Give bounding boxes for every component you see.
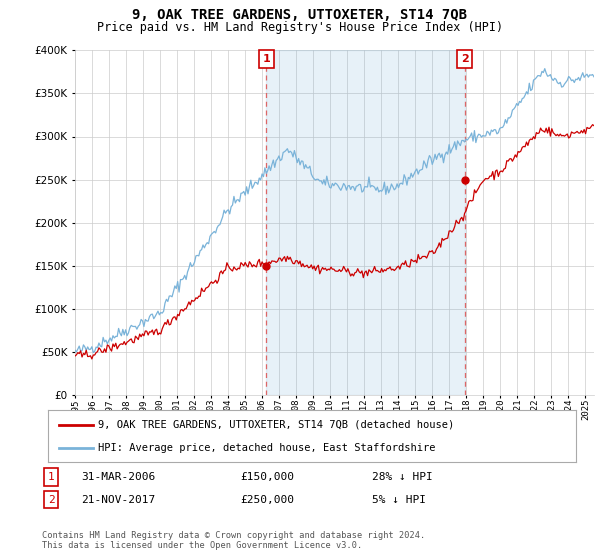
Text: 9, OAK TREE GARDENS, UTTOXETER, ST14 7QB (detached house): 9, OAK TREE GARDENS, UTTOXETER, ST14 7QB… [98, 420, 454, 430]
Text: 21-NOV-2017: 21-NOV-2017 [81, 494, 155, 505]
Text: 28% ↓ HPI: 28% ↓ HPI [372, 472, 433, 482]
Text: 1: 1 [263, 54, 271, 64]
Text: 9, OAK TREE GARDENS, UTTOXETER, ST14 7QB: 9, OAK TREE GARDENS, UTTOXETER, ST14 7QB [133, 8, 467, 22]
Text: 1: 1 [47, 472, 55, 482]
Text: 2: 2 [461, 54, 469, 64]
Bar [266, 50, 464, 395]
Text: Contains HM Land Registry data © Crown copyright and database right 2024.
This d: Contains HM Land Registry data © Crown c… [42, 531, 425, 550]
Text: HPI: Average price, detached house, East Staffordshire: HPI: Average price, detached house, East… [98, 442, 436, 452]
Text: 31-MAR-2006: 31-MAR-2006 [81, 472, 155, 482]
Text: £150,000: £150,000 [240, 472, 294, 482]
Text: Price paid vs. HM Land Registry's House Price Index (HPI): Price paid vs. HM Land Registry's House … [97, 21, 503, 34]
Text: 2: 2 [47, 494, 55, 505]
Text: 5% ↓ HPI: 5% ↓ HPI [372, 494, 426, 505]
Text: £250,000: £250,000 [240, 494, 294, 505]
